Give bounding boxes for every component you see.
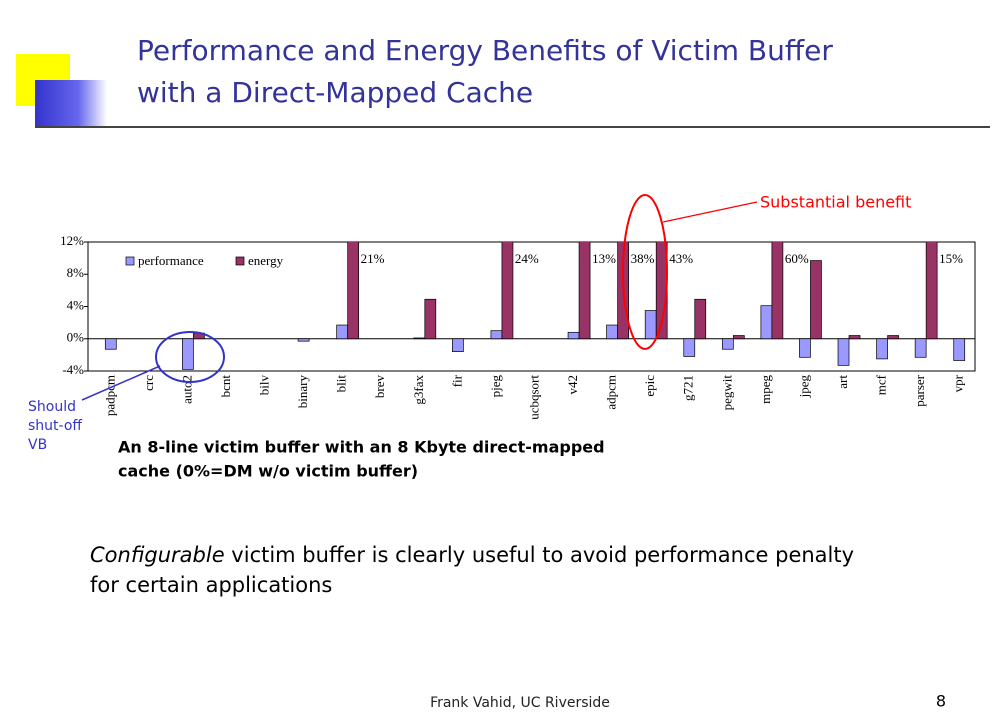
bar [104,338,117,350]
pointer [81,365,161,401]
bar [424,298,437,340]
x-tick-label: vpr [951,374,966,392]
legend-label: performance [138,253,204,268]
y-tick-label: 4% [67,297,85,312]
bar [336,324,349,340]
bar [490,330,503,340]
bar [683,338,696,357]
annotation: shut-off [28,418,82,434]
title: with a Direct-Mapped Cache [137,76,533,109]
x-tick-label: brev [372,375,387,399]
x-tick-label: g3fax [411,375,426,405]
legend-box [120,252,300,270]
x-tick-label: fir [449,374,464,387]
x-tick-label: g721 [681,375,696,401]
y-tick-label: 8% [67,265,85,280]
data-label: 60% [785,251,809,266]
x-tick-label: epic [642,375,657,397]
bar [760,305,773,340]
bar [810,260,822,340]
deco-bar [35,80,107,126]
x-tick-label: adpcm [604,375,619,410]
footer: Frank Vahid, UC Riverside [430,695,610,711]
bar [848,335,861,340]
y-tick-label: -4% [62,362,84,377]
bar [182,338,194,370]
body-rest: victim buffer is clearly useful to avoid… [225,543,854,567]
bar [771,242,784,340]
data-label: 43% [669,251,693,266]
caption: An 8-line victim buffer with an 8 Kbyte … [118,438,605,457]
data-label: 13% [592,251,616,266]
x-tick-label: binary [295,375,310,409]
data-label: 38% [631,251,655,266]
bar [347,242,360,340]
bar [876,338,888,360]
pointer [662,201,758,223]
page-number: 8 [936,692,946,711]
caption: cache (0%=DM w/o victim buffer) [118,462,418,481]
bar [914,338,927,358]
title: Performance and Energy Benefits of Victi… [137,34,833,67]
bar [925,242,938,340]
y-tick-label: 0% [67,330,85,345]
bar [694,298,707,340]
data-label: 24% [515,251,539,266]
highlight [155,331,225,383]
bar [501,242,514,340]
bar [413,337,426,340]
x-tick-label: crc [141,375,156,391]
x-tick-label: bilv [257,375,272,396]
body-text: for certain applications [90,573,332,597]
bar [837,338,850,366]
bar [732,335,745,340]
bar [953,338,966,361]
y-tick-label: 12% [60,233,84,248]
x-tick-label: jpeg [796,375,811,399]
body-text: Configurable victim buffer is clearly us… [90,543,854,567]
bar [721,338,734,350]
highlight [622,194,668,350]
data-label: 15% [939,251,963,266]
annotation: Substantial benefit [760,193,911,212]
x-tick-label: mcf [874,374,889,395]
bar [567,331,580,340]
x-tick-label: ucbqsort [526,375,541,420]
bars [104,242,966,370]
bar [644,310,657,340]
x-tick-label: pegwit [719,375,734,411]
bar [452,338,464,352]
data-label: 21% [361,251,385,266]
legend-swatch [235,256,245,266]
x-tick-label: auto2 [179,375,194,404]
x-tick-label: mpeg [758,375,773,404]
bar [606,324,618,340]
annotation: VB [28,437,47,453]
body-emphasis: Configurable [90,543,225,567]
x-tick-label: v42 [565,375,580,395]
legend-swatch [125,256,135,266]
chart: -4% 0% 4% 8% 12% padpcm crc auto2 bcnt bilv binary… [60,233,976,420]
bar [799,338,811,358]
annotation: Should [28,399,76,415]
x-tick-label: parser [912,374,927,406]
bar [655,242,668,340]
bar [887,335,899,340]
x-tick-label: bcnt [218,375,233,398]
bar [297,338,310,342]
bar [578,242,591,340]
x-tick-label: art [835,375,850,389]
x-tick-label: blit [334,375,349,393]
x-tick-label: pjeg [488,375,503,398]
x-tick-label: padpcm [102,375,117,416]
legend-label: energy [248,253,284,268]
